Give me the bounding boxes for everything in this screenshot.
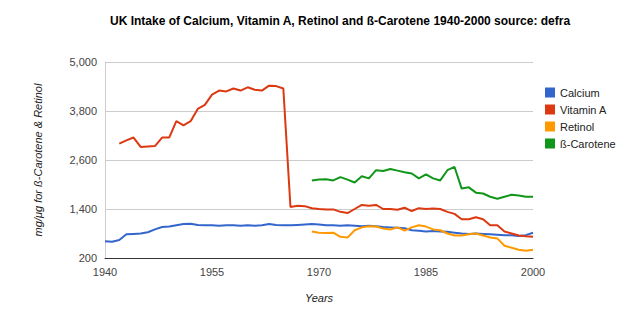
svg-text:1940: 1940 xyxy=(93,266,117,278)
svg-text:1970: 1970 xyxy=(307,266,331,278)
svg-text:5,000: 5,000 xyxy=(69,56,97,68)
svg-text:Calcium: Calcium xyxy=(560,87,600,99)
svg-text:1,400: 1,400 xyxy=(69,203,97,215)
svg-text:Years: Years xyxy=(305,292,334,304)
svg-text:mg/μg for ß-Carotene & Retinol: mg/μg for ß-Carotene & Retinol xyxy=(32,83,44,236)
svg-text:200: 200 xyxy=(79,252,97,264)
svg-text:2,600: 2,600 xyxy=(69,154,97,166)
svg-text:Retinol: Retinol xyxy=(560,121,594,133)
svg-text:ß-Carotene: ß-Carotene xyxy=(560,138,616,150)
svg-text:1985: 1985 xyxy=(414,266,438,278)
svg-text:1955: 1955 xyxy=(200,266,224,278)
svg-text:UK Intake of Calcium, Vitamin: UK Intake of Calcium, Vitamin A, Retinol… xyxy=(110,14,570,28)
svg-text:Vitamin A: Vitamin A xyxy=(560,104,607,116)
svg-text:3,800: 3,800 xyxy=(69,105,97,117)
svg-text:2000: 2000 xyxy=(521,266,545,278)
